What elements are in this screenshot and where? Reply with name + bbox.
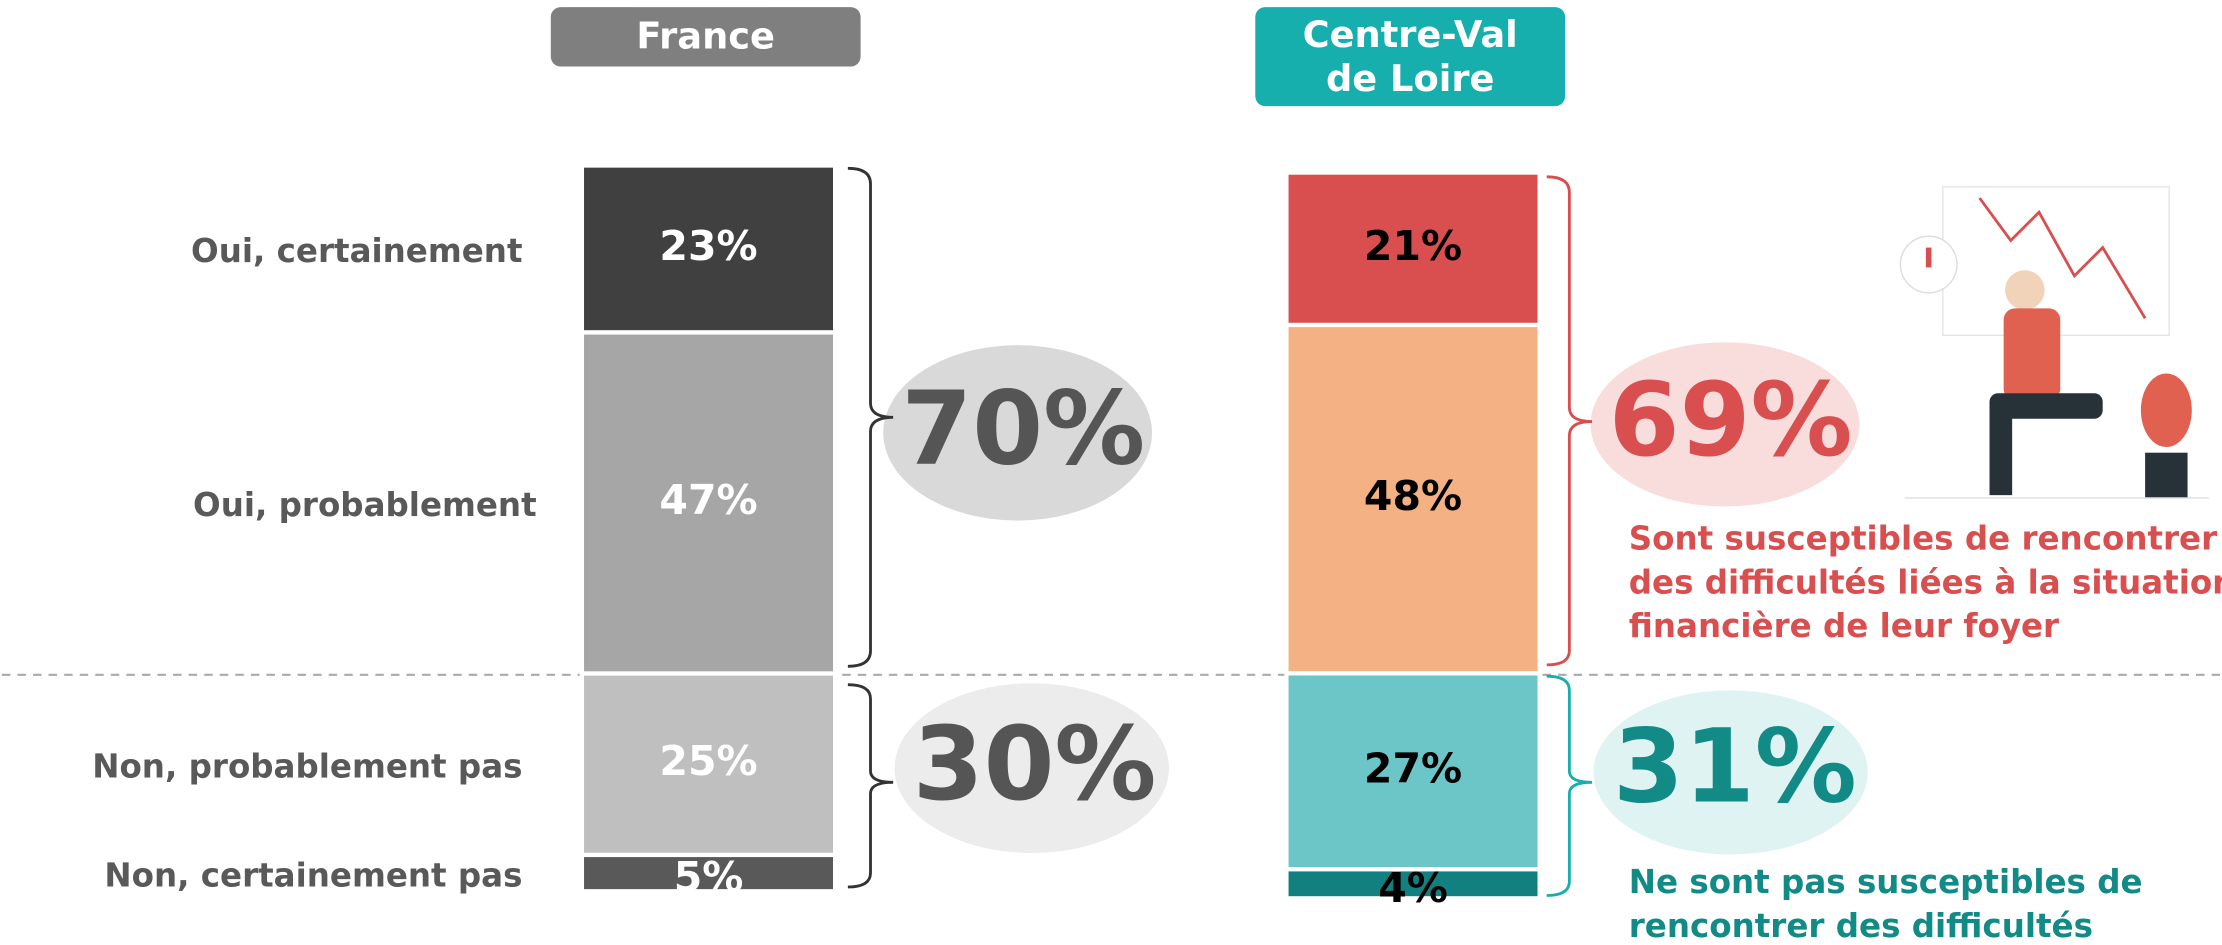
bar-segment	[1284, 322, 1542, 676]
bar-segment	[579, 671, 838, 858]
annotation: rencontrer des difficultés	[1629, 907, 2093, 945]
value-label: 4%	[1378, 864, 1448, 912]
category-label: France	[636, 15, 775, 58]
category-label: Centre-Val de Loire	[1303, 13, 1518, 100]
row-label: Oui, certainement	[191, 232, 522, 270]
bar-segment	[579, 852, 838, 894]
value-label: 25%	[659, 737, 757, 785]
illustration	[1899, 186, 2209, 499]
annotation: Ne sont pas susceptibles de	[1629, 863, 2143, 901]
group-total: 69%	[1609, 361, 1853, 480]
group-total: 70%	[901, 370, 1145, 489]
total-bubble	[894, 683, 1170, 854]
illustration-line	[1978, 197, 2147, 320]
illustration-legs	[1989, 393, 2103, 419]
illustration-legs	[1989, 410, 2013, 496]
bracket	[847, 166, 894, 668]
value-label: 27%	[1364, 744, 1462, 792]
illustration-body	[2003, 308, 2061, 401]
bar-segment	[1284, 170, 1542, 328]
bracket	[847, 683, 894, 889]
illustration-pot	[2145, 452, 2188, 498]
value-label: 48%	[1364, 472, 1462, 520]
group-total: 30%	[913, 705, 1157, 824]
bracket	[1546, 674, 1592, 897]
bar-segment	[579, 330, 838, 676]
row-label: Oui, probablement	[193, 486, 537, 524]
value-label: 21%	[1364, 222, 1462, 270]
value-label: 23%	[659, 222, 757, 270]
bar-segment	[1284, 867, 1542, 901]
row-label: Non, certainement pas	[104, 856, 522, 894]
brackets	[847, 166, 1593, 897]
illustration-plant	[2140, 373, 2192, 448]
total-bubble	[883, 345, 1153, 521]
value-label: 5%	[674, 853, 744, 901]
row-label: Non, probablement pas	[92, 747, 522, 785]
total-bubble	[1590, 342, 1860, 507]
illustration-icon	[1925, 247, 1932, 268]
annotation: des difficultés liées à la situation	[1629, 563, 2222, 601]
category-header	[550, 7, 861, 67]
annotation: financière de leur foyer	[1629, 607, 2059, 645]
annotation: Sont susceptibles de rencontrer	[1629, 519, 2217, 557]
category-header	[1255, 7, 1566, 107]
illustration-head	[2005, 270, 2045, 310]
bracket	[1546, 175, 1593, 667]
group-total: 31%	[1613, 708, 1857, 827]
bar-segment	[1284, 671, 1542, 872]
total-bubble	[1593, 690, 1868, 855]
bar-segment	[579, 163, 838, 335]
value-label: 47%	[659, 476, 757, 524]
